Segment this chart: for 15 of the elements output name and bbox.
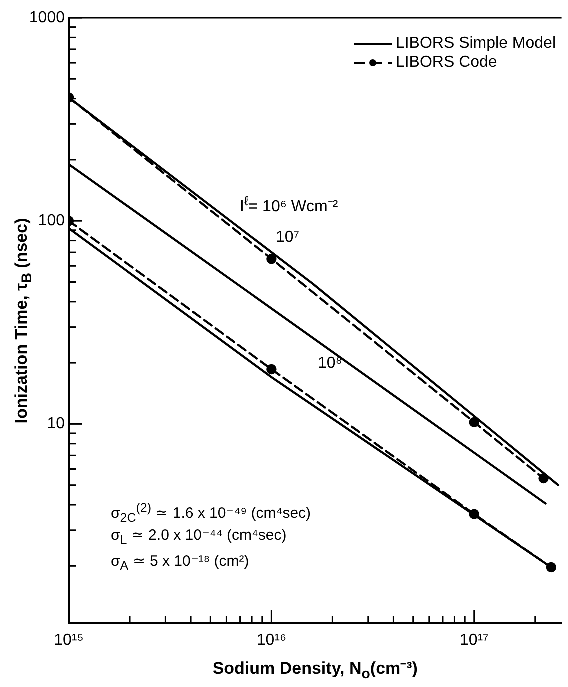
x-tick-label: 10¹⁷ [460, 632, 490, 650]
x-tick-label: 10¹⁶ [256, 632, 287, 650]
annotation: I$^{ℓ}$= 10⁶ Wcm⁻² [240, 193, 338, 216]
x-axis-title: Sodium Density, N$_{o}$(cm⁻³) [212, 659, 418, 682]
y-tick-label: 1000 [29, 9, 66, 26]
y-tick-label: 100 [38, 212, 66, 230]
x-tick-label: 10¹⁵ [54, 632, 84, 650]
annotation: σ$_{L}$ ≃ 2.0 x 10⁻⁴⁴ (cm⁴sec) [111, 527, 287, 547]
annotation: σ$_{A}$ ≃ 5 x 10⁻¹⁸ (cm²) [111, 553, 250, 573]
legend-label: LIBORS Code [396, 54, 498, 72]
y-tick-label: 10 [47, 416, 66, 433]
legend-label: LIBORS Simple Model [396, 34, 556, 52]
annotation: 10⁸ [318, 355, 343, 372]
annotation: 10⁷ [276, 229, 300, 246]
annotation: σ$_{2C}$$^{(2)}$ ≃ 1.6 x 10⁻⁴⁹ (cm⁴sec) [111, 501, 312, 525]
